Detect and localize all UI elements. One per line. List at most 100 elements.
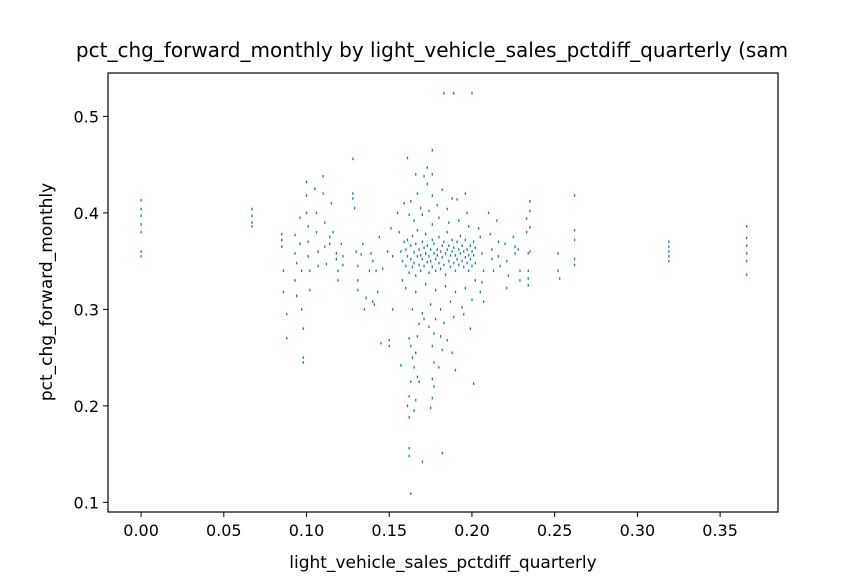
data-point xyxy=(428,271,430,275)
data-point xyxy=(390,227,392,230)
data-point xyxy=(415,242,417,246)
data-point xyxy=(481,281,483,284)
data-point xyxy=(357,279,359,282)
data-point xyxy=(668,255,670,258)
data-point xyxy=(431,377,433,381)
data-point xyxy=(416,228,419,232)
data-point xyxy=(405,248,407,251)
data-point xyxy=(360,253,362,256)
data-point xyxy=(281,238,283,242)
data-point xyxy=(441,255,443,259)
data-point xyxy=(474,246,476,249)
data-point xyxy=(418,322,420,326)
data-point xyxy=(529,209,531,213)
data-point xyxy=(499,264,501,268)
data-point xyxy=(300,269,303,273)
x-tick-label: 0.20 xyxy=(454,521,490,540)
data-point xyxy=(451,250,453,253)
data-point xyxy=(400,364,402,367)
data-point xyxy=(514,245,516,248)
data-point xyxy=(342,263,344,267)
data-point xyxy=(431,265,433,269)
data-point xyxy=(294,252,296,255)
data-point xyxy=(372,259,374,263)
data-point xyxy=(368,269,371,273)
data-point xyxy=(745,252,748,255)
data-point xyxy=(446,338,448,342)
data-point xyxy=(464,192,467,195)
data-point xyxy=(329,242,331,246)
data-point xyxy=(322,192,324,195)
data-point xyxy=(411,308,414,311)
data-point xyxy=(140,223,142,226)
data-point xyxy=(434,257,437,261)
data-point xyxy=(413,365,415,369)
data-point xyxy=(469,257,471,261)
data-point xyxy=(668,250,670,253)
data-point xyxy=(416,192,419,195)
data-point xyxy=(286,312,288,316)
data-point xyxy=(408,271,410,275)
data-point xyxy=(352,157,354,161)
data-point xyxy=(434,269,437,273)
data-point xyxy=(423,317,425,321)
y-tick-label: 0.4 xyxy=(74,204,99,223)
data-point xyxy=(378,235,381,239)
data-point xyxy=(461,259,463,263)
data-point xyxy=(479,235,481,239)
data-point xyxy=(302,356,304,359)
data-point xyxy=(416,255,419,258)
data-point xyxy=(421,257,424,261)
x-axis-ticks: 0.00 0.05 0.10 0.15 0.20 0.25 0.30 0.35 xyxy=(123,512,738,540)
data-point xyxy=(281,245,283,248)
data-point xyxy=(420,206,422,210)
data-point xyxy=(443,263,445,267)
data-point xyxy=(410,380,412,384)
data-point xyxy=(251,207,253,211)
data-point xyxy=(382,267,384,271)
data-point xyxy=(468,269,470,273)
data-point xyxy=(431,396,433,400)
data-point xyxy=(325,262,328,266)
data-point xyxy=(330,201,333,205)
chart-title: pct_chg_forward_monthly by light_vehicle… xyxy=(76,38,788,62)
data-point xyxy=(431,238,433,242)
data-point xyxy=(357,264,359,268)
data-point xyxy=(458,263,460,267)
data-point xyxy=(410,200,412,203)
data-point xyxy=(415,173,417,176)
data-point xyxy=(469,327,471,330)
data-point xyxy=(559,277,561,280)
data-point xyxy=(429,259,432,263)
data-point xyxy=(434,317,437,321)
data-point xyxy=(487,211,490,215)
data-point xyxy=(406,156,409,160)
data-point xyxy=(342,255,344,258)
data-point xyxy=(324,245,326,248)
data-point xyxy=(529,200,531,203)
data-point xyxy=(317,264,319,268)
data-point xyxy=(473,254,475,257)
data-point xyxy=(514,252,516,255)
data-point xyxy=(491,257,493,261)
data-point xyxy=(309,269,311,273)
data-point xyxy=(352,192,354,195)
data-point xyxy=(421,240,424,244)
data-point xyxy=(299,216,301,220)
data-point xyxy=(140,255,142,258)
data-point xyxy=(140,214,142,218)
data-point xyxy=(300,308,303,311)
data-point xyxy=(454,290,457,294)
data-point xyxy=(449,254,452,257)
data-point xyxy=(426,244,428,248)
data-point xyxy=(403,201,405,205)
data-point xyxy=(474,261,476,265)
data-point xyxy=(391,255,394,258)
data-point xyxy=(557,252,559,255)
data-point xyxy=(405,286,407,290)
data-point xyxy=(668,245,670,248)
data-point xyxy=(299,242,301,246)
data-point xyxy=(446,248,448,251)
data-point xyxy=(302,361,304,364)
data-point xyxy=(433,385,435,388)
